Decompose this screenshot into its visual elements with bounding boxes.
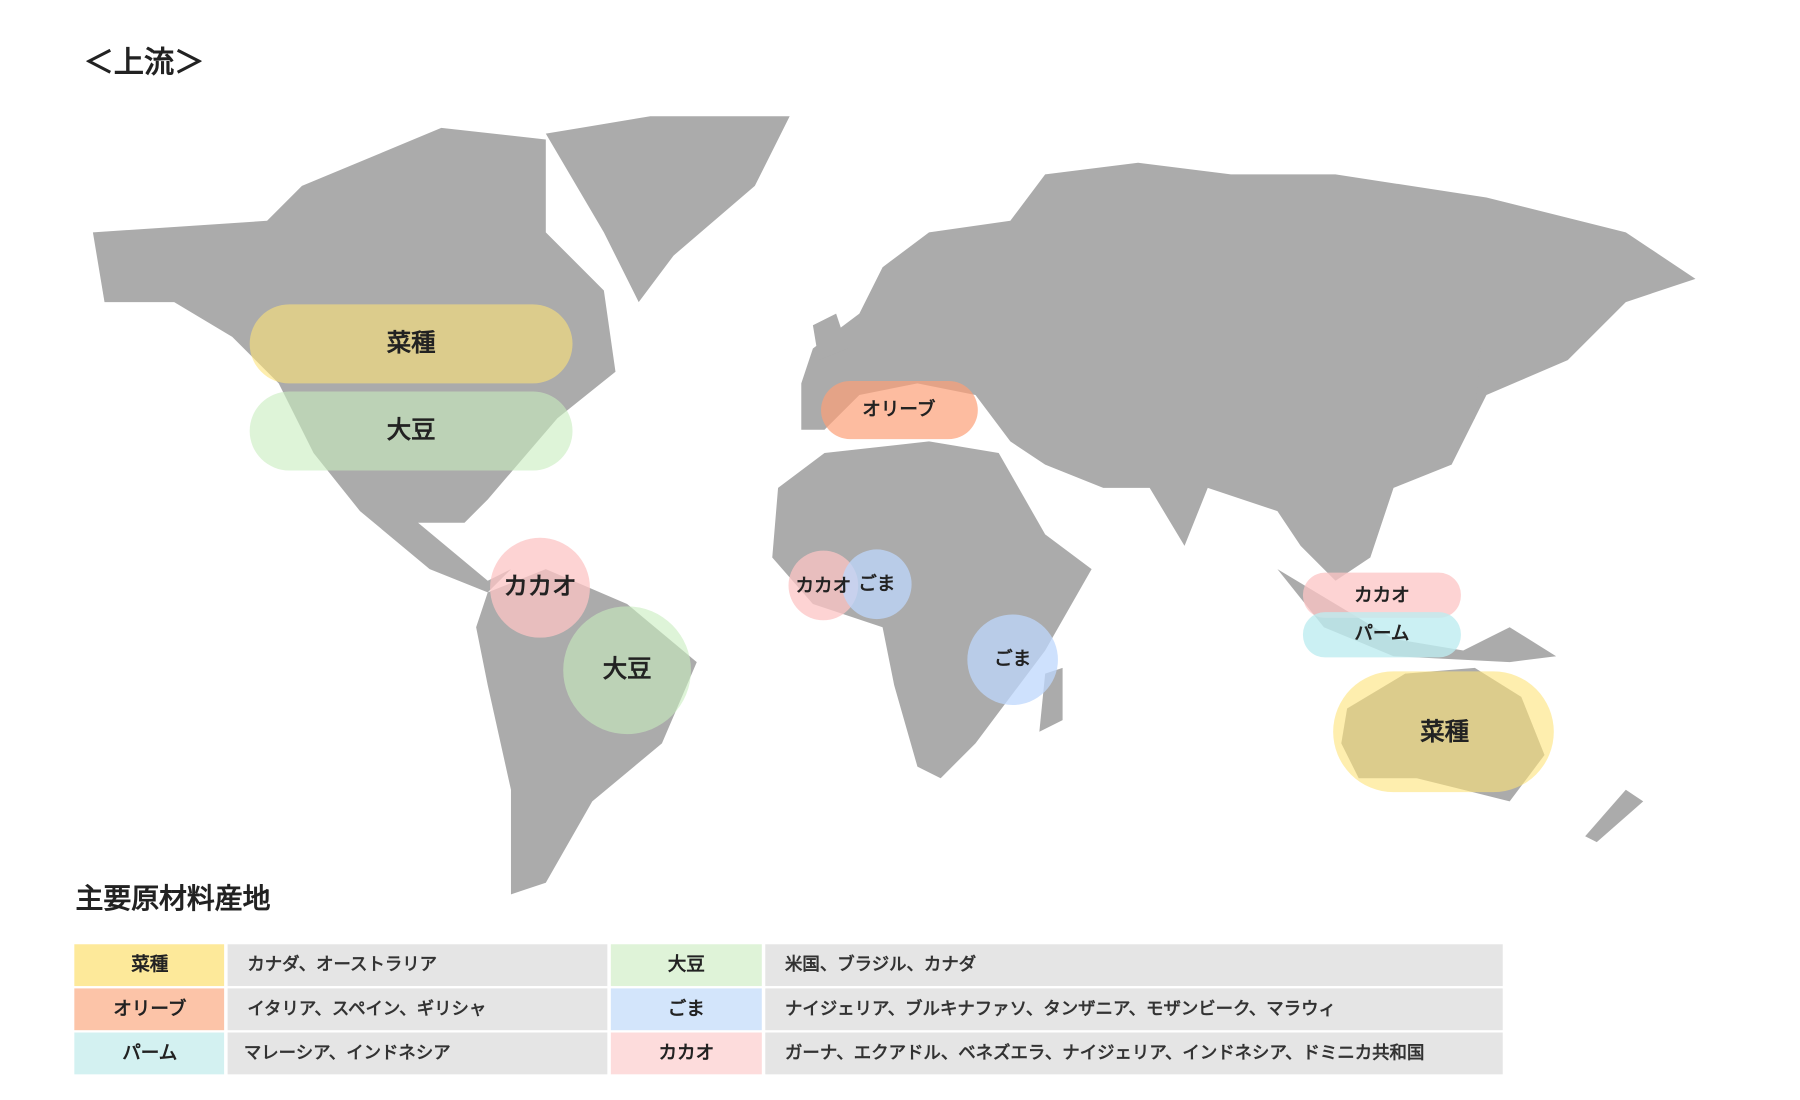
region-label: 菜種 xyxy=(386,328,436,357)
region-bubbles: 菜種 大豆 オリーブ カカオ 大豆 カカオ ごま ごま カカオ パーム 菜種 xyxy=(249,304,1554,793)
legend-item: パーム xyxy=(122,1043,177,1064)
region-label: ごま xyxy=(994,648,1031,670)
legend-swatch xyxy=(610,988,762,1031)
legend-item: ごま xyxy=(668,998,705,1020)
legend-origins: マレーシア、インドネシア xyxy=(244,1043,451,1063)
legend-swatch xyxy=(74,944,225,987)
legend-origins: ナイジェリア、ブルキナファソ、タンザニア、モザンビーク、マラウィ xyxy=(785,998,1336,1019)
legend-title: 主要原材料産地 xyxy=(75,882,270,915)
greenland xyxy=(545,116,790,303)
region-label: 菜種 xyxy=(1419,717,1469,746)
region-bubble xyxy=(841,549,912,620)
region-bubble xyxy=(490,537,590,638)
region-label: カカオ xyxy=(503,572,576,601)
legend-cell xyxy=(227,1032,608,1075)
legend-origins: イタリア、スペイン、ギリシャ xyxy=(247,998,486,1019)
legend-cell xyxy=(765,988,1503,1031)
region-label: 大豆 xyxy=(603,654,652,683)
legend-swatch xyxy=(610,1032,762,1075)
region-bubble xyxy=(1302,612,1461,658)
legend-item: カカオ xyxy=(658,1043,714,1064)
region-label: カカオ xyxy=(795,576,851,597)
legend-cell xyxy=(765,944,1503,987)
region-bubble xyxy=(788,550,859,621)
legend-origins: 米国、ブラジル、カナダ xyxy=(785,954,977,975)
new-zealand xyxy=(1585,789,1644,843)
region-label: カカオ xyxy=(1354,585,1410,606)
legend-cell xyxy=(227,944,608,987)
legend-table: 菜種 カナダ、オーストラリア 大豆 米国、ブラジル、カナダ オリーブ イタリア、… xyxy=(74,944,1503,1075)
legend-origins: カナダ、オーストラリア xyxy=(247,954,437,975)
indonesia xyxy=(1277,569,1557,663)
japan xyxy=(1440,348,1481,448)
legend-swatch xyxy=(610,944,762,987)
legend-cell xyxy=(765,1032,1503,1075)
region-bubble xyxy=(967,614,1058,706)
legend-item: 大豆 xyxy=(668,954,705,976)
region-label: オリーブ xyxy=(862,399,936,421)
region-label: ごま xyxy=(858,573,895,595)
region-label: 大豆 xyxy=(387,415,436,444)
region-label: パーム xyxy=(1354,624,1409,645)
region-bubble xyxy=(249,391,573,471)
region-bubble xyxy=(1302,572,1461,618)
eurasia xyxy=(801,162,1696,581)
region-bubble xyxy=(249,304,573,384)
page-title: ＜上流＞ xyxy=(84,45,205,80)
legend-swatch xyxy=(74,1032,225,1075)
legend-origins: ガーナ、エクアドル、ベネズエラ、ナイジェリア、インドネシア、ドミニカ共和国 xyxy=(785,1042,1424,1063)
world-map xyxy=(92,116,1696,895)
legend-item: 菜種 xyxy=(130,954,169,976)
legend-item: オリーブ xyxy=(113,998,187,1020)
uk xyxy=(812,313,848,361)
region-bubble xyxy=(563,606,691,735)
region-bubble xyxy=(1333,671,1554,793)
legend-swatch xyxy=(74,988,225,1031)
region-bubble xyxy=(821,381,978,440)
legend-cell xyxy=(227,988,608,1031)
